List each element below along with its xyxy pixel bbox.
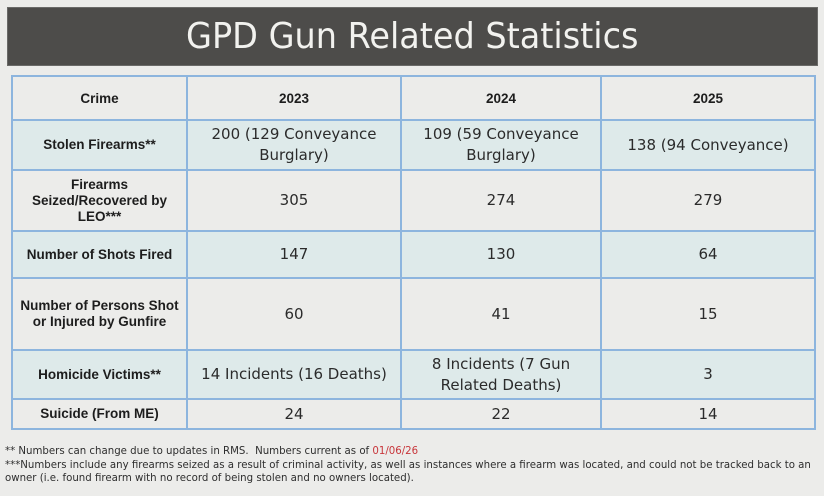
cell-2025: 14 [600,398,816,430]
table-row: Homicide Victims** 14 Incidents (16 Deat… [11,349,816,400]
cell-2024: 8 Incidents (7 Gun Related Deaths) [400,349,602,400]
table-row: Number of Persons Shot or Injured by Gun… [11,277,816,351]
cell-2023: 24 [186,398,402,430]
row-label: Number of Persons Shot or Injured by Gun… [11,277,188,351]
row-label: Homicide Victims** [11,349,188,400]
row-label: Number of Shots Fired [11,230,188,279]
table-row: Number of Shots Fired 147 130 64 [11,230,816,279]
statistics-table: Crime 2023 2024 2025 Stolen Firearms** 2… [11,75,816,430]
header-2024: 2024 [400,75,602,121]
footnote-rms-text: ** Numbers can change due to updates in … [5,446,373,457]
current-as-of-date: 01/06/26 [372,446,419,457]
header-crime: Crime [11,75,188,121]
footnote-leo: ***Numbers include any firearms seized a… [5,459,811,485]
row-label: Stolen Firearms** [11,119,188,171]
cell-2025: 3 [600,349,816,400]
table-row: Firearms Seized/Recovered by LEO*** 305 … [11,169,816,232]
page-title: GPD Gun Related Statistics [186,16,639,57]
header-2023: 2023 [186,75,402,121]
cell-2024: 22 [400,398,602,430]
footnotes: ** Numbers can change due to updates in … [5,445,819,486]
cell-2023: 305 [186,169,402,232]
cell-2023: 200 (129 Conveyance Burglary) [186,119,402,171]
title-banner: GPD Gun Related Statistics [7,7,818,66]
table-row: Stolen Firearms** 200 (129 Conveyance Bu… [11,119,816,171]
cell-2025: 279 [600,169,816,232]
cell-2025: 15 [600,277,816,351]
cell-2024: 130 [400,230,602,279]
cell-2024: 41 [400,277,602,351]
footnote-rms: ** Numbers can change due to updates in … [5,445,819,459]
cell-2023: 60 [186,277,402,351]
cell-2025: 138 (94 Conveyance) [600,119,816,171]
cell-2023: 147 [186,230,402,279]
cell-2024: 274 [400,169,602,232]
row-label: Suicide (From ME) [11,398,188,430]
header-row: Crime 2023 2024 2025 [11,75,816,121]
cell-2024: 109 (59 Conveyance Burglary) [400,119,602,171]
table-row: Suicide (From ME) 24 22 14 [11,398,816,430]
cell-2025: 64 [600,230,816,279]
header-2025: 2025 [600,75,816,121]
cell-2023: 14 Incidents (16 Deaths) [186,349,402,400]
row-label: Firearms Seized/Recovered by LEO*** [11,169,188,232]
